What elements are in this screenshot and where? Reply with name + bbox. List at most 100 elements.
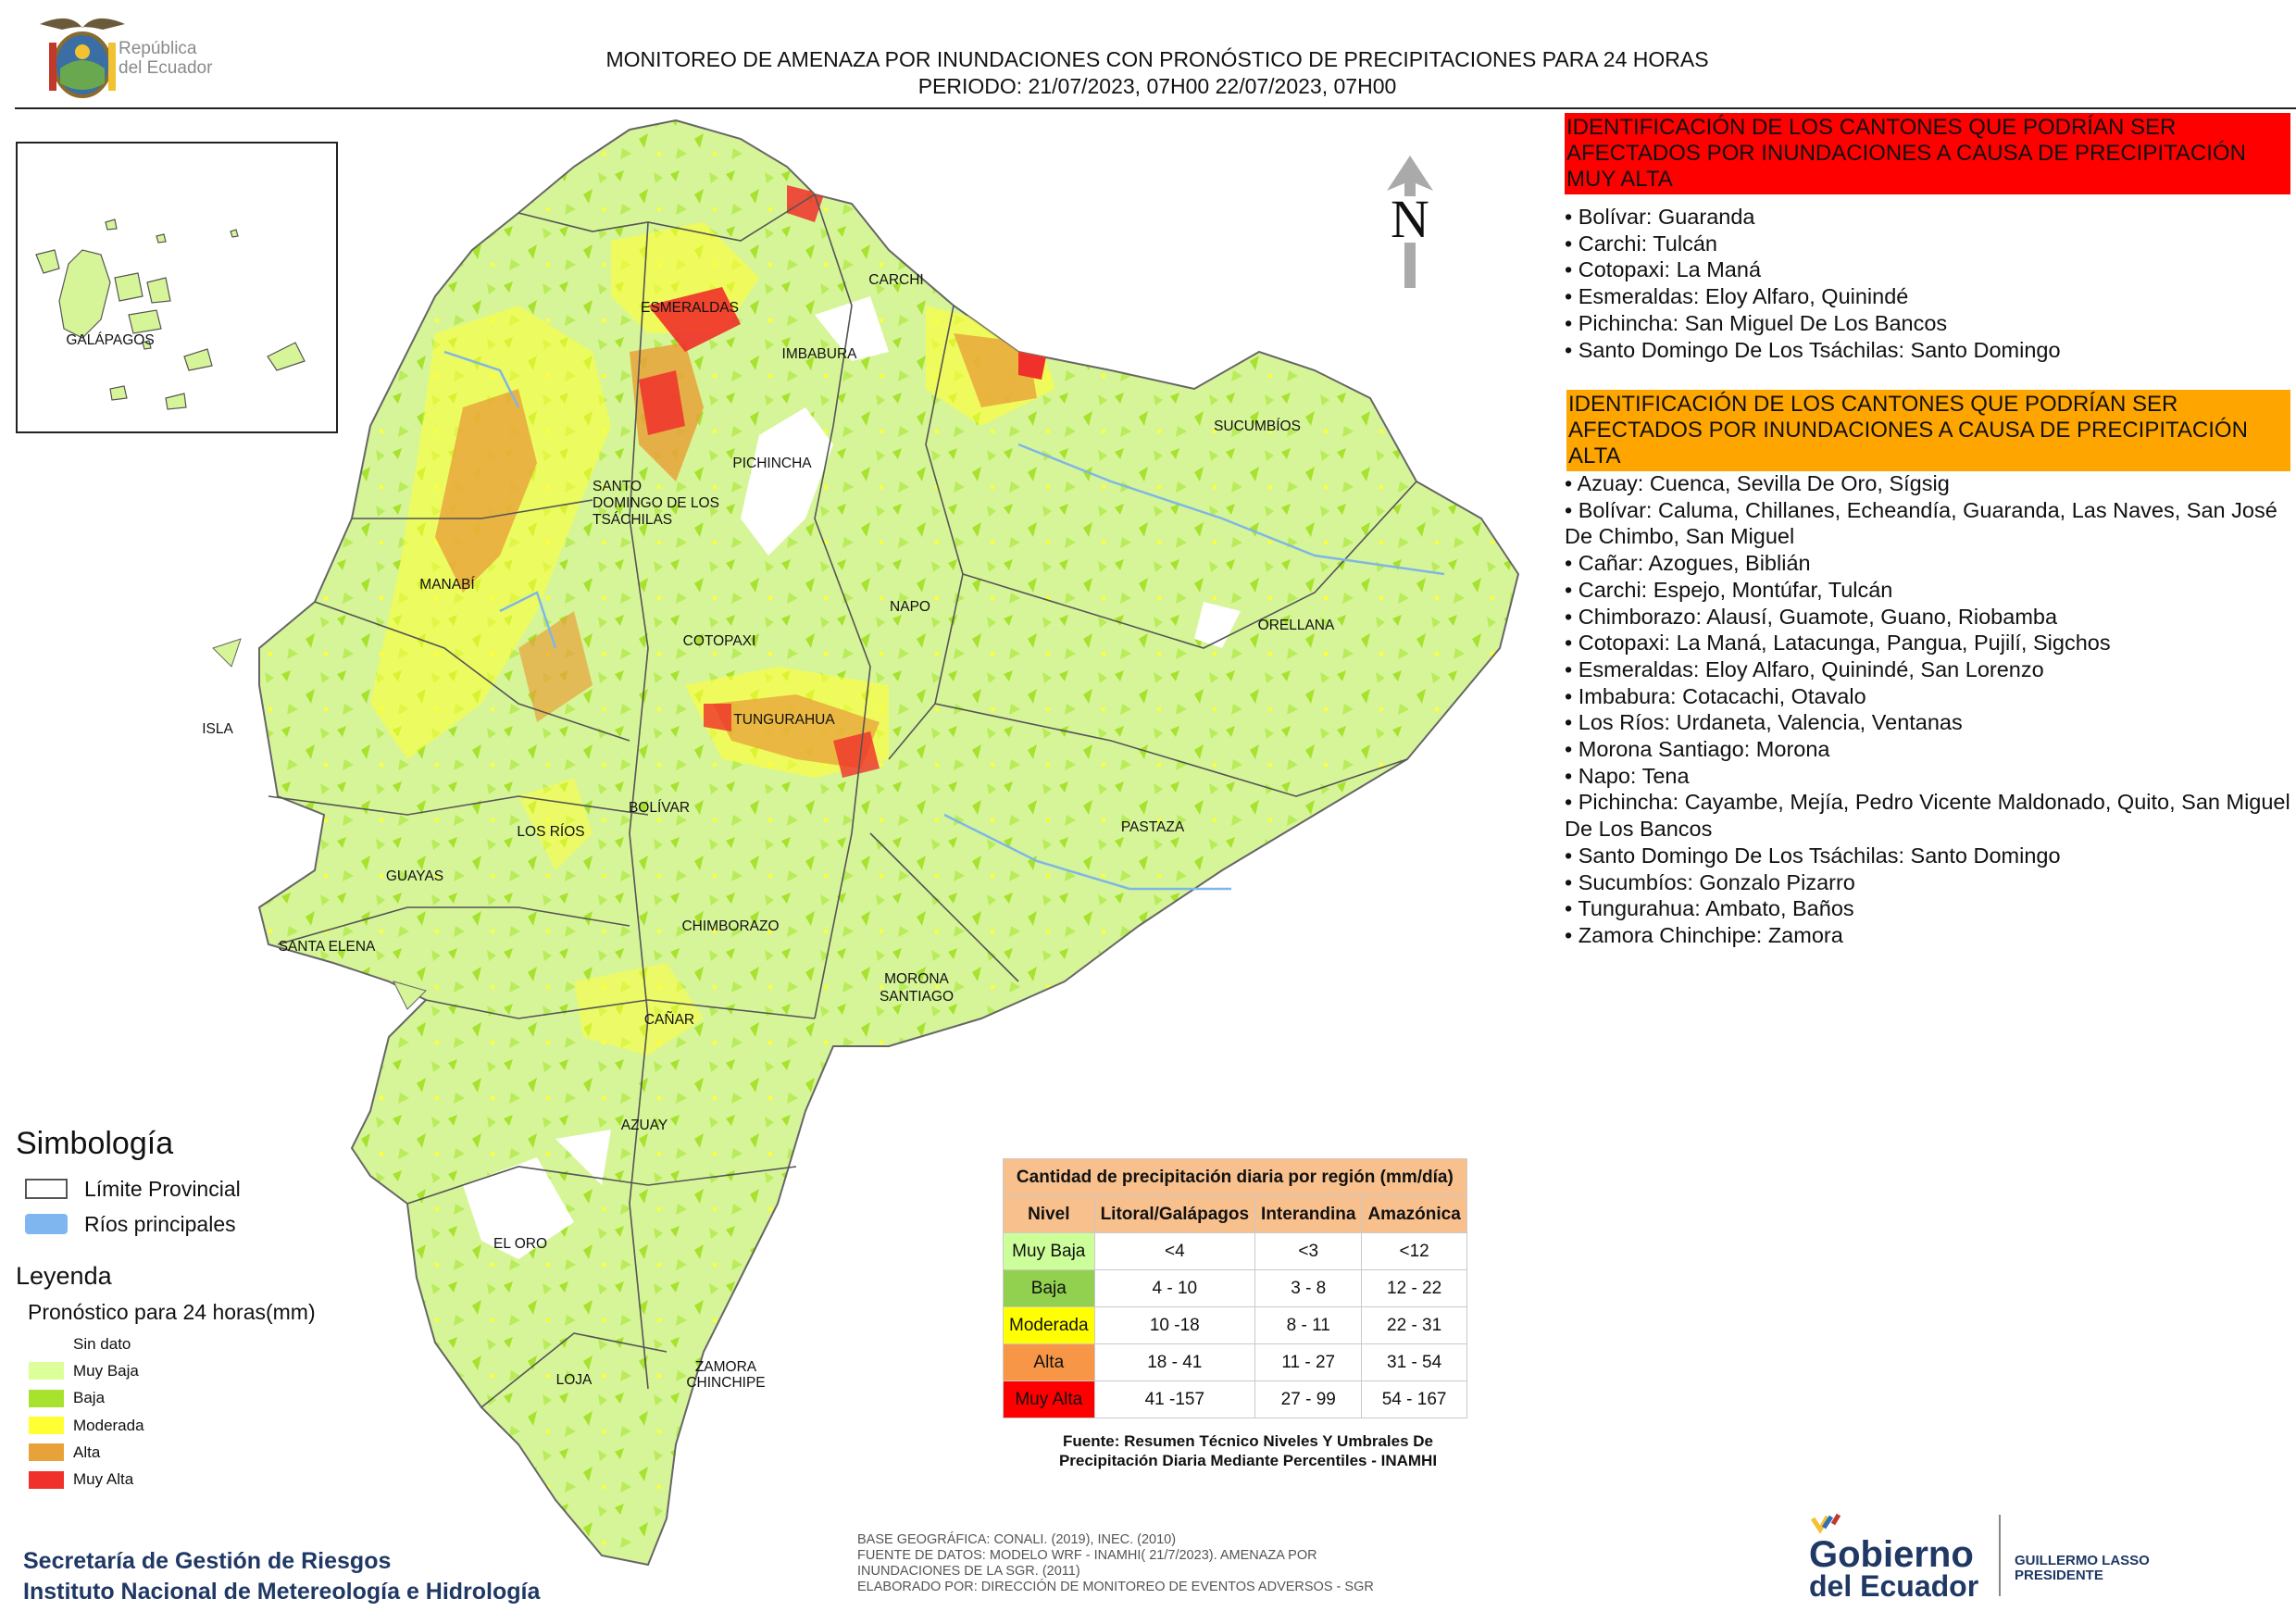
label-azuay: AZUAY bbox=[621, 1118, 668, 1133]
footer-credits: BASE GEOGRÁFICA: CONALI. (2019), INEC. (… bbox=[857, 1532, 1374, 1594]
list-item: • Cotopaxi: La Maná, Latacunga, Pangua, … bbox=[1565, 631, 2111, 656]
label-los-rios: LOS RÍOS bbox=[517, 824, 584, 840]
list-item: • Sucumbíos: Gonzalo Pizarro bbox=[1565, 869, 1855, 894]
president-name: GUILLERMO LASSO bbox=[2015, 1553, 2150, 1568]
list-item: • Zamora Chinchipe: Zamora bbox=[1565, 922, 1843, 947]
label-chimborazo: CHIMBORAZO bbox=[681, 918, 779, 934]
legend-level-muy-baja: Muy Baja bbox=[16, 1357, 405, 1384]
list-item: • Esmeraldas: Eloy Alfaro, Quinindé bbox=[1565, 284, 1909, 309]
gob-text-1: Gobierno bbox=[1809, 1534, 1974, 1575]
list-item: • Carchi: Espejo, Montúfar, Tulcán bbox=[1565, 577, 1893, 602]
list-item: • Cotopaxi: La Maná bbox=[1565, 257, 1762, 282]
label-orellana: ORELLANA bbox=[1258, 618, 1335, 633]
table-cell-nivel: Moderada bbox=[1003, 1306, 1095, 1344]
list-item: • Morona Santiago: Morona bbox=[1565, 737, 1830, 762]
map-title-block: MONITOREO DE AMENAZA POR INUNDACIONES CO… bbox=[278, 46, 2037, 100]
table-source-note: Fuente: Resumen Técnico Niveles Y Umbral… bbox=[1058, 1432, 1438, 1469]
label-zamora-2: CHINCHIPE bbox=[686, 1375, 765, 1391]
table-row: Muy Alta 41 -157 27 - 99 54 - 167 bbox=[1003, 1380, 1467, 1418]
label-guayas: GUAYAS bbox=[386, 868, 443, 884]
table-cell: 11 - 27 bbox=[1254, 1343, 1363, 1381]
table-cell: 18 - 41 bbox=[1093, 1343, 1256, 1381]
list-item: • Esmeraldas: Eloy Alfaro, Quinindé, San… bbox=[1565, 656, 2044, 681]
simbologia-title: Simbología bbox=[16, 1126, 174, 1161]
legend-level-alta: Alta bbox=[16, 1439, 405, 1466]
label-pastaza: PASTAZA bbox=[1121, 819, 1185, 835]
map-title: MONITOREO DE AMENAZA POR INUNDACIONES CO… bbox=[605, 47, 1709, 71]
table-row: Baja 4 - 10 3 - 8 12 - 22 bbox=[1003, 1269, 1467, 1307]
list-item: • Bolívar: Caluma, Chillanes, Echeandía,… bbox=[1565, 497, 2277, 549]
alta-heading: IDENTIFICACIÓN DE LOS CANTONES QUE PODRÍ… bbox=[1566, 390, 2290, 471]
galapagos-inset-map: GALÁPAGOS bbox=[16, 142, 338, 433]
leyenda-title: Leyenda bbox=[16, 1262, 112, 1290]
table-header: Litoral/Galápagos bbox=[1093, 1195, 1256, 1233]
table-header: Nivel bbox=[1003, 1195, 1095, 1233]
table-row: Moderada 10 -18 8 - 11 22 - 31 bbox=[1003, 1306, 1467, 1344]
list-item: • Napo: Tena bbox=[1565, 763, 1690, 788]
table-cell-nivel: Muy Alta bbox=[1003, 1380, 1095, 1418]
level-swatch bbox=[29, 1417, 64, 1435]
list-item: • Pichincha: San Miguel De Los Bancos bbox=[1565, 310, 1948, 335]
legend-panel: Simbología Límite Provincial Ríos princi… bbox=[16, 1126, 405, 1493]
list-item: • Carchi: Tulcán bbox=[1565, 231, 1717, 256]
legend-level-moderada: Moderada bbox=[16, 1412, 405, 1439]
label-galapagos: GALÁPAGOS bbox=[66, 332, 154, 348]
north-label: N bbox=[1391, 189, 1429, 249]
level-swatch bbox=[29, 1443, 64, 1462]
alta-list: • Azuay: Cuenca, Sevilla De Oro, Sígsig … bbox=[1565, 470, 2296, 949]
table-cell: 3 - 8 bbox=[1254, 1269, 1363, 1307]
table-header: Interandina bbox=[1254, 1195, 1363, 1233]
label-manabi: MANABÍ bbox=[419, 577, 475, 593]
list-item: • Los Ríos: Urdaneta, Valencia, Ventanas bbox=[1565, 710, 1963, 735]
muy-alta-list: • Bolívar: Guaranda • Carchi: Tulcán • C… bbox=[1565, 204, 2287, 363]
label-napo: NAPO bbox=[890, 599, 930, 615]
legend-level-baja: Baja bbox=[16, 1385, 405, 1412]
label-santa-elena: SANTA ELENA bbox=[279, 939, 376, 955]
table-header: Amazónica bbox=[1361, 1195, 1467, 1233]
label-canar: CAÑAR bbox=[644, 1012, 694, 1028]
muy-alta-heading: IDENTIFICACIÓN DE LOS CANTONES QUE PODRÍ… bbox=[1565, 113, 2290, 194]
pronostico-label: Pronóstico para 24 horas(mm) bbox=[28, 1300, 316, 1324]
list-item: • Bolívar: Guaranda bbox=[1565, 205, 1755, 229]
table-cell: 41 -157 bbox=[1093, 1380, 1256, 1418]
ecuador-coat-of-arms-logo bbox=[40, 18, 125, 98]
label-santo-domingo-3: TSÁCHILAS bbox=[593, 512, 672, 528]
label-sucumbios: SUCUMBÍOS bbox=[1214, 418, 1301, 434]
list-item: • Pichincha: Cayambe, Mejía, Pedro Vicen… bbox=[1565, 790, 2290, 842]
table-cell: <3 bbox=[1254, 1232, 1363, 1270]
label-pichincha: PICHINCHA bbox=[732, 456, 812, 471]
republica-logo-text: República del Ecuador bbox=[119, 39, 213, 78]
label-tungurahua: TUNGURAHUA bbox=[733, 712, 835, 728]
president-title: PRESIDENTE bbox=[2015, 1568, 2103, 1583]
level-swatch bbox=[29, 1362, 64, 1380]
gobierno-ecuador-logo: Gobierno del Ecuador GUILLERMO LASSO PRE… bbox=[1809, 1513, 2150, 1600]
level-swatch bbox=[29, 1470, 64, 1489]
table-cell: <4 bbox=[1093, 1232, 1256, 1270]
table-cell: 4 - 10 bbox=[1093, 1269, 1256, 1307]
label-loja: LOJA bbox=[556, 1372, 593, 1388]
list-item: • Cañar: Azogues, Biblián bbox=[1565, 551, 1811, 576]
table-cell: 54 - 167 bbox=[1361, 1380, 1467, 1418]
map-period: PERIODO: 21/07/2023, 07H00 22/07/2023, 0… bbox=[917, 74, 1397, 98]
legend-limite: Límite Provincial bbox=[16, 1171, 405, 1206]
table-cell: 27 - 99 bbox=[1254, 1380, 1363, 1418]
org-sgr: Secretaría de Gestión de Riesgos bbox=[23, 1548, 392, 1574]
list-item: • Chimborazo: Alausí, Guamote, Guano, Ri… bbox=[1565, 604, 2058, 629]
table-cell-nivel: Alta bbox=[1003, 1343, 1095, 1381]
list-item: • Santo Domingo De Los Tsáchilas: Santo … bbox=[1565, 843, 2061, 868]
table-cell: 10 -18 bbox=[1093, 1306, 1256, 1344]
label-carchi: CARCHI bbox=[868, 272, 923, 288]
label-bolivar: BOLÍVAR bbox=[629, 800, 690, 816]
table-cell: <12 bbox=[1361, 1232, 1467, 1270]
table-row: Alta 18 - 41 11 - 27 31 - 54 bbox=[1003, 1343, 1467, 1381]
table-cell: 12 - 22 bbox=[1361, 1269, 1467, 1307]
table-cell: 22 - 31 bbox=[1361, 1306, 1467, 1344]
label-santo-domingo-1: SANTO bbox=[593, 479, 642, 494]
table-cell: 31 - 54 bbox=[1361, 1343, 1467, 1381]
footer-organizations: Secretaría de Gestión de Riesgos Institu… bbox=[23, 1546, 540, 1607]
legend-level-muy-alta: Muy Alta bbox=[16, 1466, 405, 1493]
ecuador-precipitation-map: ESMERALDAS CARCHI IMBABURA SUCUMBÍOS PIC… bbox=[202, 119, 1520, 1567]
legend-level-sin-dato: Sin dato bbox=[16, 1330, 405, 1357]
list-item: • Santo Domingo De Los Tsáchilas: Santo … bbox=[1565, 337, 2061, 362]
list-item: • Azuay: Cuenca, Sevilla De Oro, Sígsig bbox=[1565, 471, 1950, 495]
